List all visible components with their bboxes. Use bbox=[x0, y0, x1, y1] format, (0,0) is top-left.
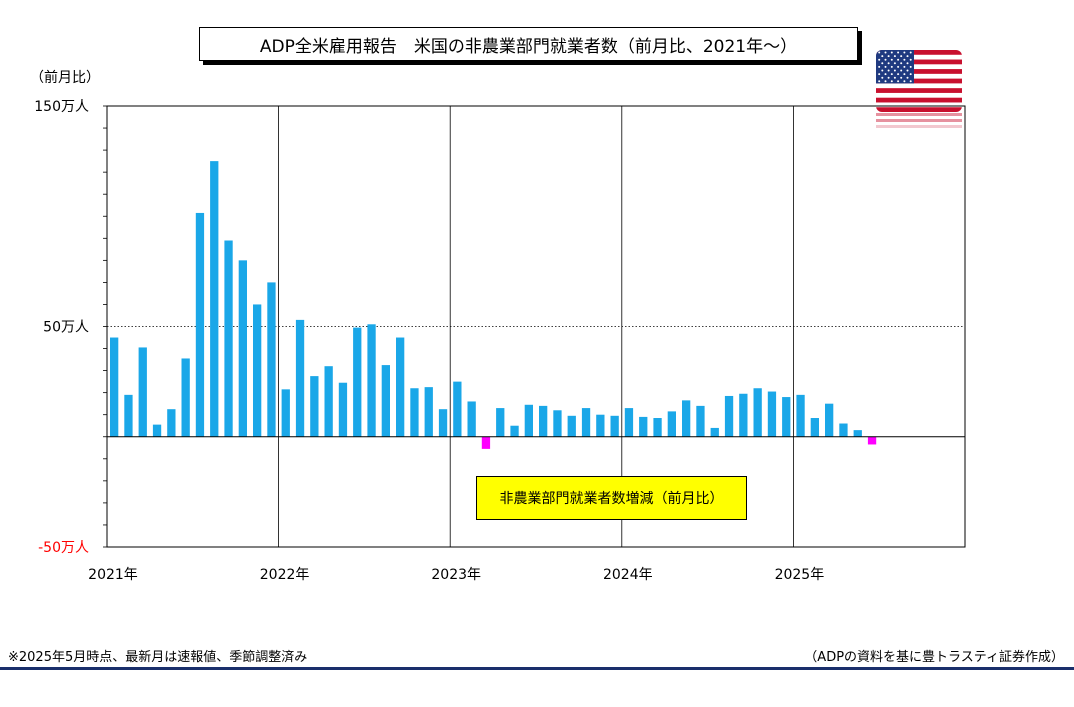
legend-annotation: 非農業部門就業者数増減（前月比） bbox=[476, 476, 747, 520]
bar-month-30 bbox=[524, 404, 533, 437]
flag-reflection bbox=[876, 113, 962, 129]
bar-month-54 bbox=[867, 436, 877, 445]
bar-month-45 bbox=[739, 393, 748, 437]
bar-month-18 bbox=[353, 327, 362, 437]
y-tick-label: 50万人 bbox=[43, 320, 89, 336]
x-tick-label: 2022年 bbox=[260, 567, 310, 583]
bar-month-47 bbox=[767, 391, 777, 437]
bar-month-40 bbox=[667, 411, 676, 437]
us-flag-icon bbox=[876, 50, 962, 112]
bar-month-44 bbox=[724, 395, 734, 437]
bar-month-34 bbox=[581, 408, 591, 437]
x-tick-label: 2023年 bbox=[431, 567, 481, 583]
bar-month-43 bbox=[710, 427, 719, 437]
bar-month-32 bbox=[553, 410, 562, 437]
bar-month-7 bbox=[195, 212, 205, 437]
bar-month-10 bbox=[238, 260, 247, 437]
bar-month-11 bbox=[253, 304, 262, 437]
bar-month-6 bbox=[181, 358, 190, 437]
bar-month-48 bbox=[782, 397, 791, 437]
bar-month-53 bbox=[853, 430, 862, 437]
bar-month-41 bbox=[682, 400, 691, 437]
bar-month-3 bbox=[138, 347, 147, 437]
bar-month-9 bbox=[224, 240, 233, 437]
x-tick-label: 2025年 bbox=[775, 567, 825, 583]
bar-month-5 bbox=[167, 409, 176, 437]
y-tick-label: -50万人 bbox=[38, 540, 89, 556]
bar-month-8 bbox=[210, 161, 219, 437]
bar-month-51 bbox=[825, 403, 834, 437]
bar-month-42 bbox=[696, 405, 705, 437]
bottom-rule bbox=[0, 667, 1074, 670]
bar-month-26 bbox=[467, 401, 476, 437]
bar-month-35 bbox=[596, 414, 605, 437]
bar-month-19 bbox=[367, 324, 376, 437]
bar-month-12 bbox=[267, 282, 276, 437]
bar-month-16 bbox=[324, 366, 333, 437]
bar-month-37 bbox=[624, 408, 634, 437]
bar-month-2 bbox=[124, 394, 133, 437]
bar-month-22 bbox=[410, 388, 419, 437]
bar-month-17 bbox=[338, 382, 348, 437]
bar-month-23 bbox=[424, 387, 433, 437]
bar-month-36 bbox=[610, 415, 619, 437]
bar-month-1 bbox=[110, 337, 119, 437]
y-axis-unit-label: （前月比） bbox=[30, 69, 100, 86]
bar-month-25 bbox=[453, 381, 462, 437]
source-note: （ADPの資料を基に豊トラスティ証券作成） bbox=[804, 650, 1064, 665]
bar-month-29 bbox=[510, 425, 519, 437]
bar-month-46 bbox=[753, 388, 762, 437]
chart-title: ADP全米雇用報告 米国の非農業部門就業者数（前月比、2021年〜） bbox=[199, 27, 858, 61]
bar-month-39 bbox=[653, 418, 662, 437]
bar-month-27 bbox=[481, 436, 491, 449]
x-tick-label: 2021年 bbox=[88, 567, 138, 583]
bar-month-38 bbox=[639, 416, 648, 437]
bar-month-49 bbox=[796, 394, 805, 437]
bar-month-13 bbox=[281, 389, 290, 437]
bar-month-21 bbox=[396, 337, 405, 437]
bar-month-50 bbox=[810, 418, 819, 437]
bar-month-52 bbox=[839, 423, 848, 437]
bar-month-33 bbox=[567, 415, 576, 437]
bar-month-31 bbox=[539, 405, 548, 437]
y-tick-label: 150万人 bbox=[34, 99, 89, 115]
footnote: ※2025年5月時点、最新月は速報値、季節調整済み bbox=[8, 650, 308, 665]
x-tick-label: 2024年 bbox=[603, 567, 653, 583]
bar-month-24 bbox=[438, 409, 448, 437]
bar-month-15 bbox=[310, 376, 319, 437]
bar-month-4 bbox=[152, 424, 162, 437]
bar-month-20 bbox=[381, 365, 390, 437]
bar-month-28 bbox=[496, 408, 505, 437]
bar-month-14 bbox=[295, 319, 305, 437]
